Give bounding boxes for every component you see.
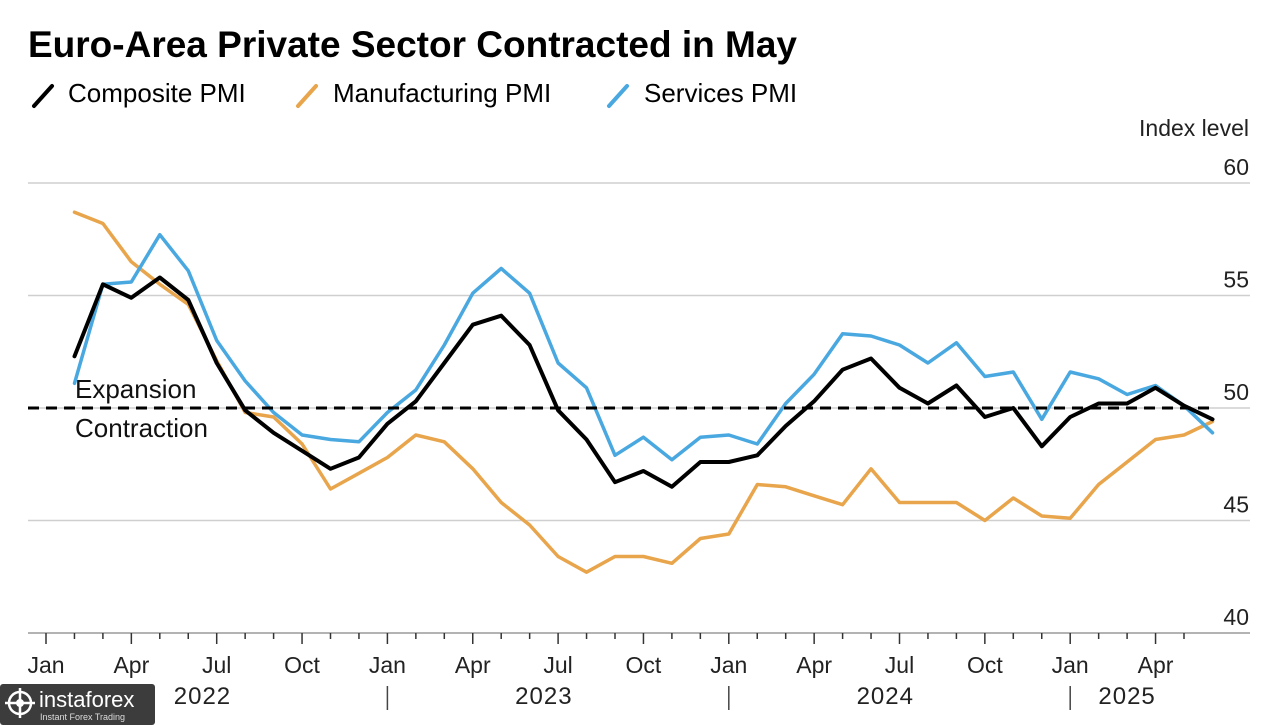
watermark-logo-icon	[5, 688, 35, 718]
year-label-2023: 2023	[515, 683, 572, 710]
y-tick-label-50: 50	[1223, 379, 1249, 405]
y-tick-label-45: 45	[1223, 492, 1249, 518]
x-tick-label-jul: Jul	[885, 652, 914, 678]
legend: Composite PMI Manufacturing PMI Services…	[32, 78, 797, 108]
legend-label-services: Services PMI	[644, 78, 797, 108]
legend-swatch-manufacturing	[296, 84, 318, 108]
series-lines	[72, 210, 1215, 574]
x-tick-label-jan: Jan	[710, 652, 747, 678]
legend-swatch-services	[607, 84, 629, 108]
legend-item-composite: Composite PMI	[32, 78, 246, 108]
series-line-services-pmi	[72, 232, 1215, 462]
x-tick-label-apr: Apr	[796, 652, 832, 678]
legend-item-services: Services PMI	[607, 78, 797, 108]
watermark-background	[0, 684, 155, 725]
y-tick-label-40: 40	[1223, 604, 1249, 630]
x-tick-label-jan: Jan	[27, 652, 64, 678]
x-tick-label-apr: Apr	[113, 652, 149, 678]
watermark-brand: instaforex	[39, 687, 134, 712]
series-line-composite-pmi	[72, 275, 1215, 489]
y-tick-labels: 60 55 50 45 40	[1223, 154, 1249, 630]
watermark: instaforex Instant Forex Trading	[0, 684, 155, 725]
x-axis: Jan Apr Jul Oct Jan Apr Jul Oct Jan Apr Jul Oct Jan A…	[27, 632, 1250, 710]
x-tick-label-apr: Apr	[455, 652, 491, 678]
legend-label-manufacturing: Manufacturing PMI	[333, 78, 551, 108]
legend-swatch-composite	[32, 84, 54, 108]
year-label-2022: 2022	[174, 683, 231, 710]
x-tick-label-jul: Jul	[202, 652, 231, 678]
x-tick-label-oct: Oct	[284, 652, 320, 678]
y-tick-label-55: 55	[1223, 267, 1249, 293]
y-tick-label-60: 60	[1223, 154, 1249, 180]
x-tick-label-apr: Apr	[1138, 652, 1174, 678]
year-label-2025: 2025	[1098, 683, 1155, 710]
threshold: Expansion Contraction	[28, 374, 1212, 443]
chart-title: Euro-Area Private Sector Contracted in M…	[28, 24, 797, 65]
x-tick-label-jan: Jan	[1052, 652, 1089, 678]
legend-label-composite: Composite PMI	[68, 78, 246, 108]
x-tick-label-oct: Oct	[626, 652, 662, 678]
expansion-label: Expansion	[75, 374, 196, 404]
x-tick-label-jan: Jan	[369, 652, 406, 678]
y-axis-label: Index level	[1139, 115, 1249, 141]
year-label-2024: 2024	[857, 683, 914, 710]
watermark-tagline: Instant Forex Trading	[40, 712, 125, 722]
x-tick-label-jul: Jul	[543, 652, 572, 678]
legend-item-manufacturing: Manufacturing PMI	[296, 78, 551, 108]
series-line-manufacturing-pmi	[72, 210, 1215, 574]
x-tick-label-oct: Oct	[967, 652, 1003, 678]
contraction-label: Contraction	[75, 413, 208, 443]
